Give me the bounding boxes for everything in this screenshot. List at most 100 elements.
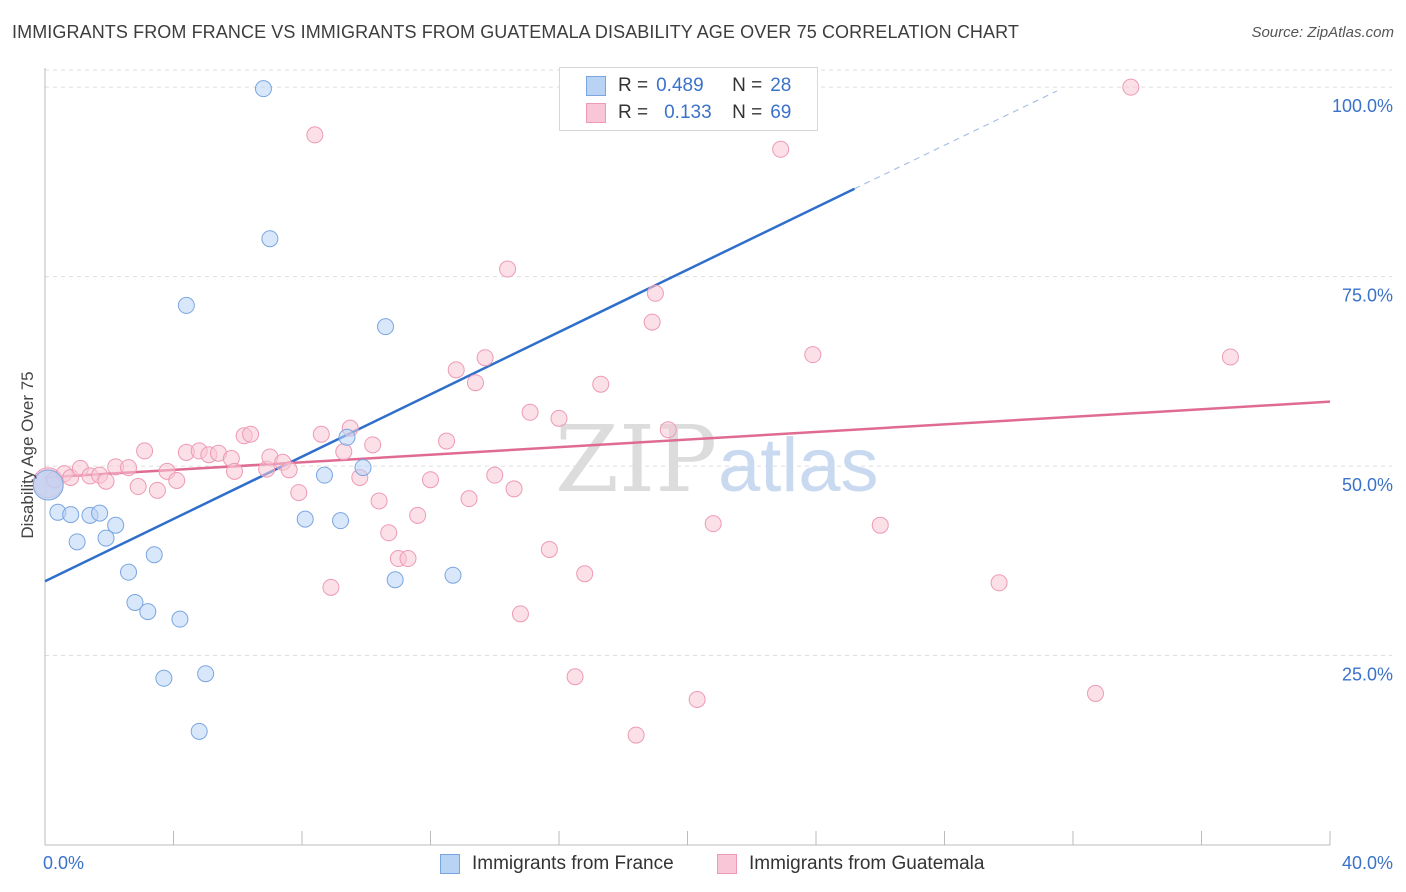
guatemala-point bbox=[364, 436, 382, 454]
bottom-legend-guatemala[interactable]: Immigrants from Guatemala bbox=[717, 852, 984, 876]
guatemala-point bbox=[322, 578, 340, 596]
guatemala-point bbox=[659, 421, 677, 439]
data-points bbox=[32, 78, 1239, 744]
guatemala-point bbox=[871, 516, 889, 534]
guatemala-point bbox=[460, 490, 478, 508]
guatemala-point bbox=[168, 471, 186, 489]
axes bbox=[44, 68, 1331, 846]
guatemala-point bbox=[136, 442, 154, 460]
guatemala-point bbox=[688, 690, 706, 708]
legend-row-guatemala[interactable]: R = 0.133 N = 69 bbox=[586, 101, 791, 125]
y-axis-label: Disability Age Over 75 bbox=[18, 371, 37, 539]
guatemala-point bbox=[646, 284, 664, 302]
trend-lines bbox=[44, 90, 1331, 583]
legend-n-value: 28 bbox=[770, 75, 792, 96]
guatemala-point bbox=[643, 313, 661, 331]
france-point bbox=[32, 469, 64, 501]
guatemala-point bbox=[280, 461, 298, 479]
bottom-legend-swatch-guatemala bbox=[717, 854, 737, 874]
guatemala-point bbox=[380, 524, 398, 542]
guatemala-point bbox=[476, 349, 494, 367]
guatemala-point bbox=[772, 140, 790, 158]
x-tick-label: 0.0% bbox=[43, 853, 84, 873]
grid-lines bbox=[45, 69, 1392, 657]
france-point bbox=[190, 722, 208, 740]
guatemala-point bbox=[1122, 78, 1140, 96]
legend-n-label: N = bbox=[732, 102, 763, 123]
guatemala-point bbox=[1221, 348, 1239, 366]
guatemala-point bbox=[1086, 684, 1104, 702]
france-point bbox=[97, 529, 115, 547]
guatemala-point bbox=[540, 540, 558, 558]
legend-r-label: R = bbox=[618, 75, 649, 96]
guatemala-point bbox=[438, 432, 456, 450]
legend-r-value: 0.133 bbox=[664, 102, 712, 123]
guatemala-point bbox=[627, 726, 645, 744]
legend-swatch-france bbox=[586, 76, 606, 96]
legend-r-label: R = bbox=[618, 102, 649, 123]
france-trend-extension bbox=[854, 90, 1058, 190]
france-point bbox=[145, 546, 163, 564]
france-point bbox=[155, 669, 173, 687]
guatemala-point bbox=[486, 466, 504, 484]
source-credit: Source: ZipAtlas.com bbox=[1251, 24, 1394, 41]
france-point bbox=[444, 566, 462, 584]
legend-row-france[interactable]: R = 0.489 N = 28 bbox=[586, 74, 791, 98]
guatemala-point bbox=[422, 471, 439, 489]
france-point bbox=[62, 506, 80, 524]
guatemala-point bbox=[312, 425, 330, 443]
bottom-legend-swatch-france bbox=[440, 854, 460, 874]
france-trend-line bbox=[44, 187, 856, 583]
watermark-zip: ZIP bbox=[555, 406, 717, 513]
france-point bbox=[254, 80, 272, 98]
legend-swatch-guatemala bbox=[586, 103, 606, 123]
guatemala-point bbox=[499, 260, 517, 278]
france-point bbox=[354, 459, 372, 477]
guatemala-point bbox=[447, 361, 465, 379]
guatemala-point bbox=[511, 605, 529, 623]
y-tick-label: 25.0% bbox=[1342, 665, 1393, 685]
legend-n-label: N = bbox=[732, 75, 763, 96]
guatemala-point bbox=[97, 472, 115, 490]
legend-n-value: 69 bbox=[770, 102, 792, 123]
guatemala-point bbox=[226, 462, 244, 480]
france-point bbox=[197, 665, 215, 683]
guatemala-point bbox=[409, 506, 427, 524]
france-point bbox=[91, 504, 109, 522]
x-tick-label: 40.0% bbox=[1342, 853, 1393, 873]
france-point bbox=[139, 603, 157, 621]
france-point bbox=[377, 318, 395, 336]
france-point bbox=[126, 593, 144, 611]
guatemala-point bbox=[592, 375, 610, 393]
guatemala-point bbox=[148, 481, 166, 499]
france-point bbox=[177, 296, 195, 314]
correlation-legend: R = 0.489 N = 28 R = 0.133 N = 69 bbox=[559, 67, 818, 131]
bottom-legend-france[interactable]: Immigrants from France bbox=[440, 852, 674, 876]
y-tick-label: 100.0% bbox=[1332, 96, 1393, 116]
france-point bbox=[296, 510, 314, 528]
guatemala-point bbox=[290, 484, 308, 502]
france-point bbox=[315, 466, 333, 484]
guatemala-point bbox=[242, 425, 260, 443]
france-point bbox=[120, 563, 138, 581]
tick-labels: 25.0% 50.0% 75.0% 100.0% 0.0% 40.0% bbox=[43, 96, 1393, 873]
guatemala-point bbox=[990, 574, 1008, 592]
france-point bbox=[68, 533, 86, 551]
france-point bbox=[261, 230, 279, 248]
chart-title: IMMIGRANTS FROM FRANCE VS IMMIGRANTS FRO… bbox=[12, 22, 1020, 42]
france-point bbox=[107, 516, 125, 534]
guatemala-point bbox=[129, 478, 147, 496]
guatemala-point bbox=[704, 515, 722, 533]
bottom-legend-label-guatemala: Immigrants from Guatemala bbox=[749, 853, 985, 874]
guatemala-trend-line bbox=[44, 400, 1331, 479]
france-point bbox=[171, 610, 189, 628]
bottom-legend-label-france: Immigrants from France bbox=[472, 853, 674, 874]
guatemala-point bbox=[335, 443, 353, 461]
guatemala-point bbox=[466, 374, 484, 392]
guatemala-point bbox=[576, 565, 594, 583]
guatemala-point bbox=[120, 459, 138, 477]
guatemala-point bbox=[370, 492, 388, 510]
guatemala-point bbox=[399, 550, 417, 568]
france-point bbox=[386, 571, 404, 589]
